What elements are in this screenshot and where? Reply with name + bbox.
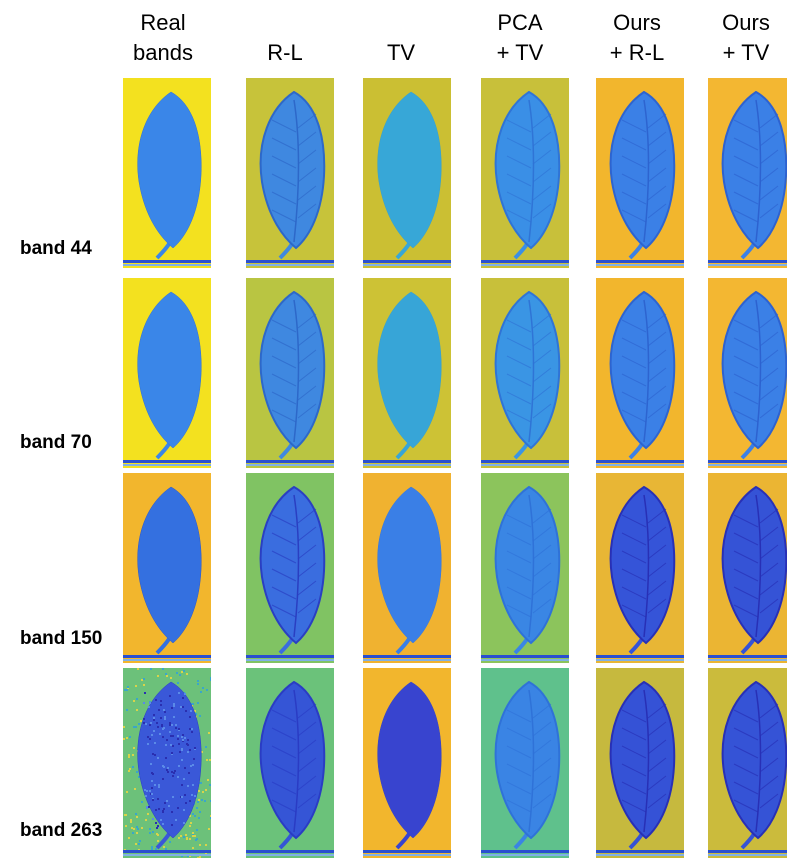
tile-band-70-ours-r-l xyxy=(596,278,684,468)
row-label-band-44: band 44 xyxy=(20,238,92,260)
column-header-real-bands: Real bands xyxy=(118,8,208,68)
row-label-band-70: band 70 xyxy=(20,432,92,454)
tile-band-70-real-bands xyxy=(123,278,211,468)
tile-band-150-ours-r-l xyxy=(596,473,684,663)
tile-band-44-r-l xyxy=(246,78,334,268)
tile-band-70-tv xyxy=(363,278,451,468)
column-header-pca-tv: PCA + TV xyxy=(475,8,565,68)
column-header-r-l: R-L xyxy=(240,38,330,68)
tile-band-44-real-bands xyxy=(123,78,211,268)
tile-band-150-pca-tv xyxy=(481,473,569,663)
tile-band-263-pca-tv xyxy=(481,668,569,858)
row-label-band-263: band 263 xyxy=(20,820,102,842)
tile-band-44-ours-tv xyxy=(708,78,787,268)
tile-band-70-ours-tv xyxy=(708,278,787,468)
tile-band-263-tv xyxy=(363,668,451,858)
tile-band-44-pca-tv xyxy=(481,78,569,268)
column-header-ours-r-l: Ours + R-L xyxy=(592,8,682,68)
tile-band-150-r-l xyxy=(246,473,334,663)
tile-band-44-ours-r-l xyxy=(596,78,684,268)
tile-band-263-ours-r-l xyxy=(596,668,684,858)
tile-band-263-ours-tv xyxy=(708,668,787,858)
tile-band-150-real-bands xyxy=(123,473,211,663)
tile-band-70-r-l xyxy=(246,278,334,468)
row-label-band-150: band 150 xyxy=(20,628,102,650)
tile-band-150-ours-tv xyxy=(708,473,787,663)
tile-band-263-r-l xyxy=(246,668,334,858)
tile-band-150-tv xyxy=(363,473,451,663)
tile-band-263-real-bands xyxy=(123,668,211,858)
tile-band-44-tv xyxy=(363,78,451,268)
column-header-tv: TV xyxy=(356,38,446,68)
tile-band-70-pca-tv xyxy=(481,278,569,468)
column-header-ours-tv: Ours + TV xyxy=(701,8,787,68)
